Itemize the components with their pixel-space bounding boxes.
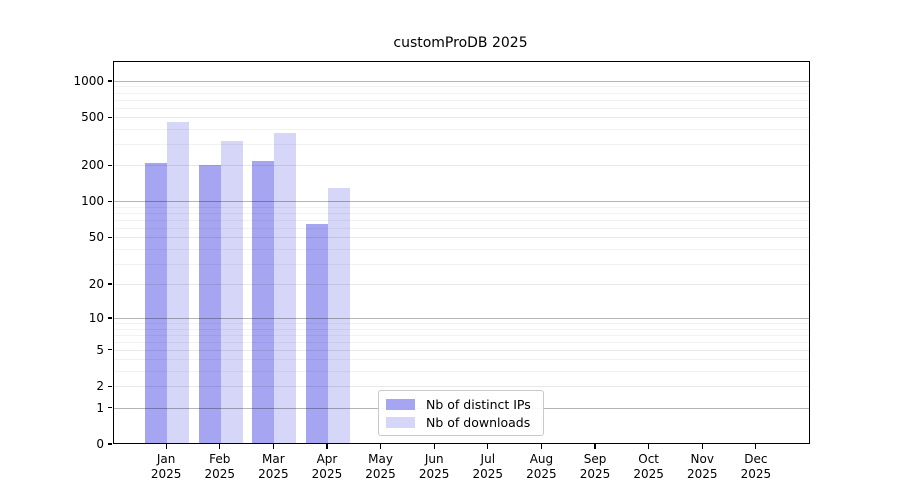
y-tick-mark-100 bbox=[107, 200, 112, 203]
y-tick-label-5: 5 bbox=[96, 342, 104, 357]
year-label: 2025 bbox=[472, 467, 504, 481]
x-tick-mark-mar bbox=[272, 444, 274, 449]
y-tick-label-50: 50 bbox=[88, 230, 104, 245]
x-tick-label-sep: Sep 2025 bbox=[567, 452, 623, 482]
y-tick-label-1: 1 bbox=[96, 400, 104, 415]
legend-label-distinct-ips: Nb of distinct IPs bbox=[426, 397, 531, 413]
x-tick-label-jun: Jun 2025 bbox=[406, 452, 462, 482]
y-tick-mark-5 bbox=[107, 349, 112, 351]
bar-distinct-ips bbox=[198, 164, 221, 443]
year-label: 2025 bbox=[204, 467, 235, 481]
x-tick-label-may: May 2025 bbox=[353, 452, 409, 482]
bar-distinct-ips bbox=[252, 161, 275, 443]
month-label: May bbox=[368, 452, 393, 466]
x-tick-mark-nov bbox=[701, 444, 703, 449]
y-tick-mark-2 bbox=[107, 385, 112, 387]
x-tick-mark-may bbox=[379, 444, 382, 449]
y-tick-mark-1000 bbox=[107, 80, 112, 82]
year-label: 2025 bbox=[740, 467, 772, 481]
month-label: Jun bbox=[424, 452, 444, 466]
x-tick-label-mar: Mar 2025 bbox=[245, 452, 301, 482]
legend-row-downloads: Nb of downloads bbox=[386, 414, 536, 431]
gridline-400 bbox=[113, 129, 809, 131]
x-tick-mark-jul bbox=[487, 444, 489, 449]
bar-downloads bbox=[220, 140, 243, 443]
gridline-700 bbox=[113, 99, 809, 101]
gridline-600 bbox=[113, 107, 809, 109]
bar-distinct-ips bbox=[145, 163, 168, 443]
year-label: 2025 bbox=[365, 467, 396, 481]
y-tick-mark-1 bbox=[107, 406, 112, 409]
y-tick-label-10: 10 bbox=[88, 310, 104, 325]
y-tick-mark-10 bbox=[107, 317, 112, 319]
y-tick-mark-50 bbox=[107, 236, 112, 238]
bar-distinct-ips bbox=[305, 223, 328, 443]
x-tick-label-oct: Oct 2025 bbox=[621, 452, 677, 482]
x-tick-label-apr: Apr 2025 bbox=[299, 452, 355, 482]
legend: Nb of distinct IPs Nb of downloads bbox=[378, 390, 544, 436]
year-label: 2025 bbox=[686, 467, 718, 481]
x-tick-label-jul: Jul 2025 bbox=[460, 452, 516, 482]
y-tick-mark-0 bbox=[107, 443, 112, 445]
month-label: Aug bbox=[529, 452, 554, 466]
legend-swatch-downloads bbox=[386, 416, 415, 428]
y-tick-label-200: 200 bbox=[81, 158, 104, 173]
month-label: Feb bbox=[209, 452, 231, 466]
month-label: Jul bbox=[480, 452, 496, 466]
x-tick-label-nov: Nov 2025 bbox=[674, 452, 730, 482]
y-tick-mark-200 bbox=[107, 164, 112, 166]
x-tick-mark-oct bbox=[648, 444, 650, 449]
chart-title: customProDB 2025 bbox=[393, 35, 528, 51]
x-tick-mark-jan bbox=[165, 444, 167, 449]
y-tick-label-1000: 1000 bbox=[73, 73, 104, 88]
year-label: 2025 bbox=[150, 467, 182, 481]
x-tick-mark-apr bbox=[326, 444, 328, 449]
month-label: Apr bbox=[316, 452, 338, 466]
year-label: 2025 bbox=[526, 467, 557, 481]
year-label: 2025 bbox=[258, 467, 289, 481]
x-tick-label-jan: Jan 2025 bbox=[138, 452, 194, 482]
y-tick-mark-20 bbox=[107, 283, 112, 285]
gridline-500 bbox=[113, 117, 809, 119]
x-tick-mark-sep bbox=[594, 444, 596, 449]
year-label: 2025 bbox=[311, 467, 343, 481]
bar-downloads bbox=[327, 188, 350, 443]
plot-area bbox=[112, 61, 810, 444]
x-tick-label-aug: Aug 2025 bbox=[513, 452, 569, 482]
legend-row-distinct-ips: Nb of distinct IPs bbox=[386, 396, 536, 413]
y-tick-label-0: 0 bbox=[96, 437, 104, 451]
x-tick-mark-feb bbox=[219, 444, 221, 449]
month-label: Sep bbox=[583, 452, 607, 466]
y-tick-label-20: 20 bbox=[88, 277, 104, 291]
gridline-1000 bbox=[113, 80, 809, 82]
y-tick-label-2: 2 bbox=[96, 379, 104, 394]
legend-swatch-distinct-ips bbox=[386, 399, 415, 411]
month-label: Jan bbox=[156, 452, 176, 466]
y-tick-mark-500 bbox=[107, 116, 112, 118]
month-label: Mar bbox=[262, 452, 285, 466]
y-tick-label-500: 500 bbox=[81, 110, 104, 125]
x-tick-mark-dec bbox=[755, 444, 757, 449]
gridline-900 bbox=[113, 86, 809, 88]
month-label: Dec bbox=[744, 452, 768, 466]
year-label: 2025 bbox=[633, 467, 664, 481]
year-label: 2025 bbox=[579, 467, 611, 481]
y-tick-label-100: 100 bbox=[81, 194, 104, 209]
bar-downloads bbox=[274, 132, 297, 443]
x-tick-mark-aug bbox=[540, 444, 542, 449]
gridline-300 bbox=[113, 144, 809, 146]
x-tick-label-feb: Feb 2025 bbox=[192, 452, 248, 482]
x-tick-label-dec: Dec 2025 bbox=[728, 452, 784, 482]
month-label: Oct bbox=[638, 452, 660, 466]
x-tick-mark-jun bbox=[433, 444, 435, 449]
month-label: Nov bbox=[690, 452, 714, 466]
bar-downloads bbox=[167, 121, 190, 443]
gridline-800 bbox=[113, 92, 809, 94]
year-label: 2025 bbox=[418, 467, 450, 481]
legend-label-downloads: Nb of downloads bbox=[426, 414, 531, 430]
